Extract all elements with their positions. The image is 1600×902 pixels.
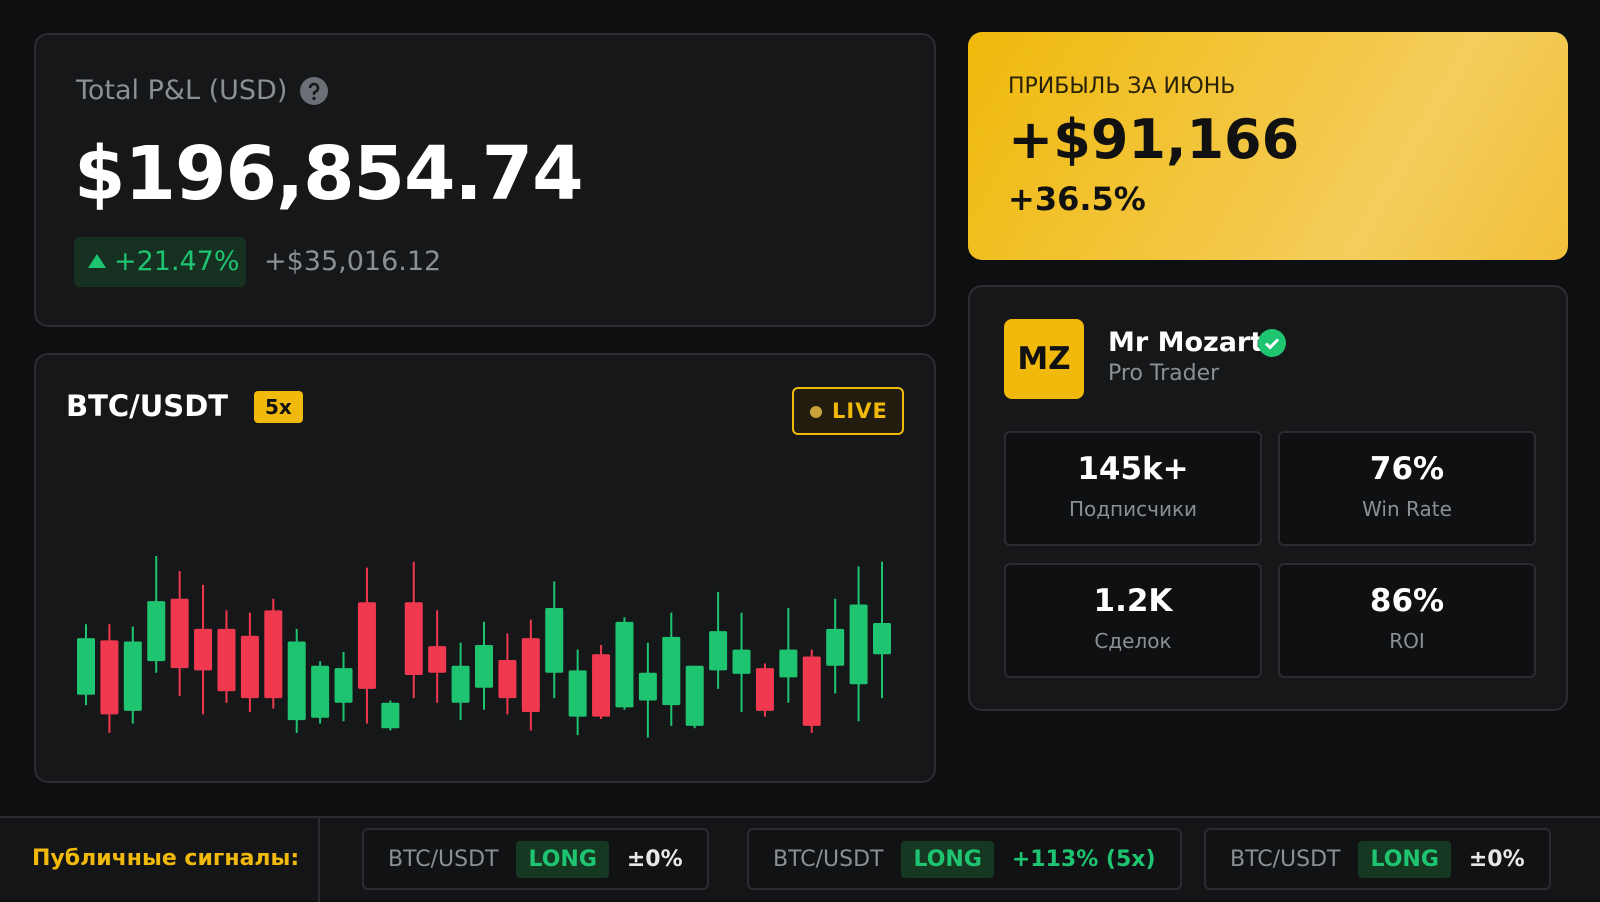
- candle-body: [77, 638, 95, 695]
- candle-body: [873, 623, 891, 655]
- up-arrow: [88, 254, 106, 268]
- avatar: MZ: [1004, 319, 1084, 399]
- signal-pair: BTC/USDT: [388, 846, 499, 872]
- candle-body: [357, 602, 376, 689]
- signal-side: LONG: [901, 840, 994, 878]
- candle-body: [381, 702, 400, 729]
- candle-body: [732, 649, 751, 674]
- candle-body: [334, 668, 353, 703]
- stat-box: 145k+ Подписчики: [1004, 431, 1262, 546]
- candle-body: [287, 641, 306, 721]
- trader-name: Mr Mozart: [1108, 327, 1264, 358]
- stat-label: ROI: [1389, 629, 1425, 653]
- candle-body: [194, 628, 213, 671]
- signal-pair: BTC/USDT: [773, 846, 884, 872]
- signals-label-box: Публичные сигналы:: [0, 818, 320, 902]
- candle-body: [170, 598, 189, 669]
- chart-card: BTC/USDT 5x LIVE: [34, 353, 936, 783]
- candle-body: [802, 656, 821, 726]
- candle-body: [568, 670, 587, 717]
- live-badge: LIVE: [792, 387, 904, 435]
- verified-icon: [1258, 329, 1286, 357]
- stat-label: Подписчики: [1068, 497, 1198, 521]
- leverage-badge: 5x: [254, 391, 303, 423]
- stat-value: 86%: [1369, 583, 1445, 619]
- signals-label: Публичные сигналы:: [32, 846, 300, 871]
- candle-body: [521, 638, 540, 713]
- candle-body: [545, 608, 564, 673]
- signal-pill[interactable]: BTC/USDT LONG ±0%: [1204, 828, 1551, 890]
- signal-result: ±0%: [1468, 846, 1525, 872]
- profit-label: ПРИБЫЛЬ ЗА ИЮНЬ: [1008, 74, 1236, 99]
- candle-body: [264, 610, 283, 699]
- candle-body: [147, 601, 166, 662]
- candle-body: [592, 654, 611, 717]
- stat-label: Win Rate: [1362, 497, 1452, 521]
- candle-body: [240, 635, 259, 699]
- candle-body: [662, 636, 681, 706]
- candlestick-chart: [77, 556, 891, 738]
- candle-body: [428, 646, 447, 673]
- trader-card: MZ Mr Mozart Pro Trader 145k+ Подписчики …: [968, 285, 1568, 711]
- stat-value: 76%: [1369, 451, 1445, 487]
- candle-body: [475, 645, 493, 688]
- candle-body: [685, 665, 704, 726]
- change-badge: +21.47%: [74, 237, 246, 287]
- stat-value: 1.2K: [1093, 583, 1173, 619]
- candle-body: [404, 602, 423, 676]
- candle-body: [100, 640, 119, 715]
- stat-label: Сделок: [1094, 629, 1172, 653]
- pnl-label: Total P&L (USD): [76, 75, 288, 106]
- signal-result: ±0%: [626, 846, 683, 872]
- signal-pill[interactable]: BTC/USDT LONG +113% (5x): [747, 828, 1182, 890]
- help-icon[interactable]: [300, 77, 328, 105]
- signal-result: +113% (5x): [1011, 846, 1156, 872]
- candle-body: [615, 621, 634, 708]
- signal-pill[interactable]: BTC/USDT LONG ±0%: [362, 828, 709, 890]
- pnl-amount: $196,854.74: [74, 131, 584, 217]
- live-text: LIVE: [832, 399, 888, 423]
- pnl-card: Total P&L (USD) $196,854.74 +21.47% +$35…: [34, 33, 936, 327]
- live-dot: [810, 406, 822, 418]
- change-pct: +21.47%: [114, 246, 240, 277]
- stat-box: 76% Win Rate: [1278, 431, 1536, 546]
- candle-body: [755, 668, 774, 711]
- candle-body: [709, 631, 728, 671]
- candle-body: [451, 665, 470, 703]
- candle-body: [123, 641, 142, 711]
- signal-side: LONG: [1358, 840, 1451, 878]
- candle-body: [498, 660, 517, 699]
- candle-body: [849, 604, 868, 685]
- signal-pair: BTC/USDT: [1230, 846, 1341, 872]
- profit-card: ПРИБЫЛЬ ЗА ИЮНЬ +$91,166 +36.5%: [968, 32, 1568, 260]
- stat-box: 86% ROI: [1278, 563, 1536, 678]
- profit-percent: +36.5%: [1008, 180, 1146, 218]
- candle-body: [217, 628, 236, 692]
- profit-amount: +$91,166: [1008, 108, 1300, 171]
- stat-box: 1.2K Сделок: [1004, 563, 1262, 678]
- chart-title: BTC/USDT: [66, 389, 229, 423]
- candle-body: [311, 665, 330, 718]
- candle-body: [826, 628, 845, 666]
- stat-value: 145k+: [1077, 451, 1189, 487]
- change-abs: +$35,016.12: [264, 246, 442, 277]
- trader-role: Pro Trader: [1108, 361, 1220, 386]
- candle-body: [638, 672, 657, 701]
- candle-body: [779, 649, 798, 678]
- signal-side: LONG: [516, 840, 609, 878]
